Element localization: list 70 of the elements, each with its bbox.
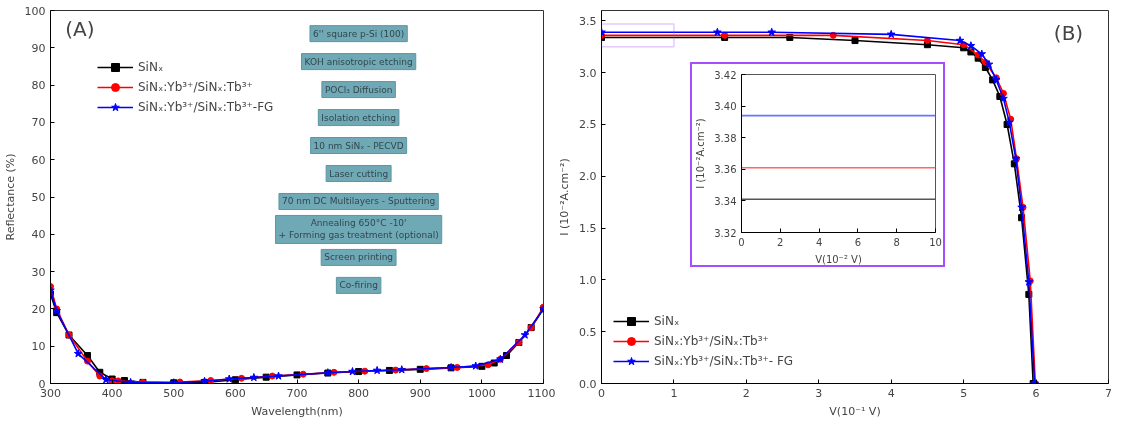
annotation: Co-firing: [339, 280, 378, 291]
y-tick-label: 80: [31, 79, 46, 93]
annotation: KOH anisotropic etching: [304, 56, 413, 67]
annotation: 10 nm SiNₓ - PECVD: [313, 140, 404, 151]
annotation: 6'' square p-Si (100): [312, 28, 405, 39]
y-tick-label: 60: [31, 153, 46, 167]
y-tick-label: 40: [31, 228, 46, 242]
annotation: (A): [65, 17, 95, 42]
y-tick-label: 3.32: [714, 227, 737, 239]
y-tick-label: 50: [31, 191, 46, 204]
x-tick-label: 7: [1105, 386, 1112, 400]
y-tick-label: 1.5: [579, 222, 597, 236]
y-tick-label: 10: [31, 340, 46, 354]
y-tick-label: 3.42: [714, 69, 737, 81]
x-tick-label: 1: [670, 386, 678, 400]
x-tick-label: 800: [348, 386, 370, 400]
x-tick-label: 5: [960, 386, 968, 400]
annotation: Annealing 650°C -10' + Forming gas treatment (optional): [278, 218, 439, 241]
y-tick-label: 20: [31, 302, 46, 316]
legend-label: SiNₓ:Yb³⁺/SiNₓ:Tb³⁺-FG: [138, 100, 274, 114]
y-axis-title: Reflectance (%): [3, 153, 17, 241]
x-tick-label: 4: [887, 386, 895, 400]
y-tick-label: 2.0: [579, 170, 597, 184]
x-tick-label: 1000: [467, 386, 496, 400]
legend-label: SiNₓ: [138, 60, 164, 74]
y-tick-label: 0.0: [579, 377, 597, 391]
x-axis-title: Wavelength(nm): [251, 404, 343, 418]
y-axis-title: I (10⁻²A.cm⁻²): [695, 118, 707, 189]
x-axis-title: V(10⁻² V): [815, 253, 862, 265]
annotation: (B): [1053, 20, 1084, 45]
x-tick-label: 3: [815, 386, 823, 400]
annotation: Screen printing: [324, 252, 394, 263]
x-tick-label: 6: [1032, 386, 1040, 400]
legend-label: SiNₓ:Yb³⁺/SiNₓ:Tb³⁺- FG: [654, 354, 794, 368]
y-tick-label: 90: [31, 41, 46, 55]
x-tick-label: 0: [738, 236, 745, 248]
x-tick-label: 2: [742, 386, 750, 400]
y-tick-label: 2.5: [579, 118, 597, 132]
x-tick-label: 900: [409, 386, 431, 400]
annotation: Laser cutting: [329, 168, 389, 179]
x-tick-label: 6: [854, 236, 862, 248]
annotation: Isolation etching: [321, 112, 396, 123]
annotation: POCl₃ Diffusion: [324, 84, 393, 95]
y-tick-label: 3.34: [714, 195, 737, 207]
x-tick-label: 1100: [527, 386, 556, 400]
x-tick-label: 300: [40, 386, 61, 400]
y-tick-label: 100: [24, 4, 46, 18]
y-tick-label: 30: [31, 265, 46, 279]
x-tick-label: 4: [815, 236, 823, 248]
annotation: 70 nm DC Multilayers - Sputtering: [281, 196, 436, 207]
y-tick-label: 3.36: [714, 164, 737, 176]
y-tick-label: 0.5: [579, 325, 597, 339]
y-axis-title: I (10⁻²A.cm⁻²): [558, 158, 572, 236]
legend-label: SiNₓ:Yb³⁺/SiNₓ:Tb³⁺: [654, 334, 769, 348]
y-tick-label: 70: [31, 116, 46, 130]
x-tick-label: 500: [163, 386, 185, 400]
legend-label: SiNₓ: [654, 314, 680, 328]
x-axis-title: V(10⁻¹ V): [829, 404, 881, 418]
x-tick-label: 700: [286, 386, 308, 400]
y-tick-label: 3.0: [579, 66, 597, 80]
x-tick-label: 600: [224, 386, 246, 400]
x-tick-label: 2: [777, 236, 784, 248]
y-tick-label: 3.40: [714, 101, 737, 113]
y-tick-label: 3.38: [714, 132, 737, 144]
legend-label: SiNₓ:Yb³⁺/SiNₓ:Tb³⁺: [138, 80, 253, 94]
x-tick-label: 8: [893, 236, 900, 248]
x-tick-label: 400: [101, 386, 123, 400]
y-tick-label: 1.0: [579, 273, 597, 287]
y-tick-label: 3.5: [579, 14, 597, 28]
x-tick-label: 10: [929, 236, 942, 248]
